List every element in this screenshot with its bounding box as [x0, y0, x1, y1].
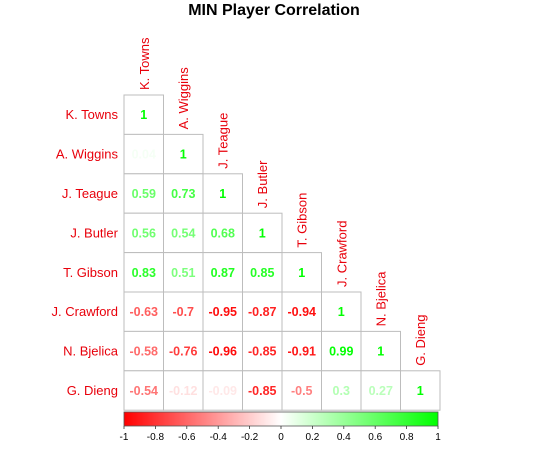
cell-value: 1 [417, 384, 424, 398]
column-labels: K. Towns A. Wiggins J. Teague J. Butler T. G… [137, 37, 429, 366]
cell-value: 0.27 [369, 384, 393, 398]
cell-value: 1 [298, 266, 305, 280]
color-legend: -1 -0.8 -0.6 -0.4 -0.2 0 0.2 0.4 0.6 0.8 1 [120, 411, 441, 443]
cell-box [163, 252, 204, 293]
cell-box [321, 291, 362, 332]
legend-tick-label: -0.2 [241, 432, 259, 443]
cell-value: 0.83 [132, 266, 156, 280]
legend-tick-label: 0.6 [368, 432, 382, 443]
column-label: T. Gibson [295, 193, 310, 248]
legend-tick-label: 0.8 [400, 432, 414, 443]
cell-value: -0.63 [130, 305, 159, 319]
cell-value: -0.96 [209, 345, 238, 359]
cells-layer: 1 0.04 1 0.59 0.73 1 0.56 0.54 0.68 1 0.83 0.51 0.87… [123, 94, 441, 411]
legend-tick-label: 1 [435, 432, 441, 443]
cell-value: 0.04 [132, 148, 156, 162]
cell-box [281, 291, 322, 332]
cell-box [202, 173, 243, 214]
row-label: J. Teague [62, 186, 118, 201]
cell-box [123, 291, 164, 332]
cell-value: -0.12 [169, 384, 198, 398]
row-label: N. Bjelica [63, 344, 119, 359]
legend-tick-label: -0.4 [210, 432, 228, 443]
cell-value: -0.85 [248, 345, 277, 359]
cell-value: -0.7 [172, 305, 194, 319]
cell-value: 1 [338, 305, 345, 319]
cell-value: -0.54 [130, 384, 159, 398]
cell-value: 0.73 [171, 187, 195, 201]
cell-box [202, 291, 243, 332]
column-label: G. Dieng [413, 314, 428, 365]
cell-value: -0.91 [288, 345, 317, 359]
cell-box [242, 291, 283, 332]
cell-value: 0.56 [132, 226, 156, 240]
cell-box [360, 330, 401, 372]
legend-bar [123, 411, 439, 427]
cell-box [321, 330, 362, 372]
cell-value: 0.99 [329, 345, 353, 359]
cell-value: 0.51 [171, 266, 195, 280]
legend-tick-label: 0 [278, 432, 284, 443]
row-label: G. Dieng [67, 383, 118, 398]
legend-tick-label: 0.4 [337, 432, 351, 443]
column-label: K. Towns [137, 37, 152, 90]
row-label: A. Wiggins [56, 147, 119, 162]
legend-tick-label: -1 [120, 432, 129, 443]
cell-box [163, 212, 204, 254]
cell-box [321, 370, 362, 411]
cell-value: -0.5 [291, 384, 313, 398]
cell-box [163, 291, 204, 332]
cell-value: 0.68 [211, 226, 235, 240]
cell-box [400, 370, 441, 411]
column-label: J. Teague [216, 113, 231, 169]
cell-value: 0.54 [171, 226, 195, 240]
cell-value: -0.76 [169, 345, 198, 359]
cell-box [242, 212, 283, 254]
row-label: J. Butler [70, 225, 118, 240]
cell-value: 0.3 [333, 384, 350, 398]
row-label: K. Towns [65, 107, 118, 122]
cell-value: -0.09 [209, 384, 238, 398]
cell-value: -0.87 [248, 305, 277, 319]
legend-tick-label: -0.6 [178, 432, 196, 443]
row-label: J. Crawford [52, 304, 118, 319]
cell-box [360, 370, 401, 411]
cell-value: -0.94 [288, 305, 317, 319]
cell-box [123, 370, 164, 411]
column-label: J. Butler [255, 160, 270, 208]
cell-value: 0.85 [250, 266, 274, 280]
cell-value: 0.87 [211, 266, 235, 280]
cell-value: -0.85 [248, 384, 277, 398]
cell-value: 0.59 [132, 187, 156, 201]
cell-value: 1 [259, 226, 266, 240]
row-labels: K. Towns A. Wiggins J. Teague J. Butler T. G… [52, 107, 119, 398]
cell-value: 1 [377, 345, 384, 359]
cell-box [163, 330, 204, 372]
cell-box [123, 94, 164, 135]
column-label: J. Crawford [334, 221, 349, 287]
cell-box [202, 370, 243, 411]
column-label: N. Bjelica [374, 271, 389, 327]
cell-value: -0.95 [209, 305, 238, 319]
column-label: A. Wiggins [176, 67, 191, 130]
cell-box [123, 133, 164, 175]
cell-value: -0.58 [130, 345, 159, 359]
cell-value: 1 [219, 187, 226, 201]
legend-tick-label: -0.8 [147, 432, 165, 443]
cell-box [242, 252, 283, 293]
legend-tick-label: 0.2 [305, 432, 319, 443]
row-label: T. Gibson [63, 265, 118, 280]
cell-value: 1 [140, 108, 147, 122]
chart-title: MIN Player Correlation [188, 2, 360, 19]
cell-value: 1 [180, 148, 187, 162]
cell-box [123, 330, 164, 372]
